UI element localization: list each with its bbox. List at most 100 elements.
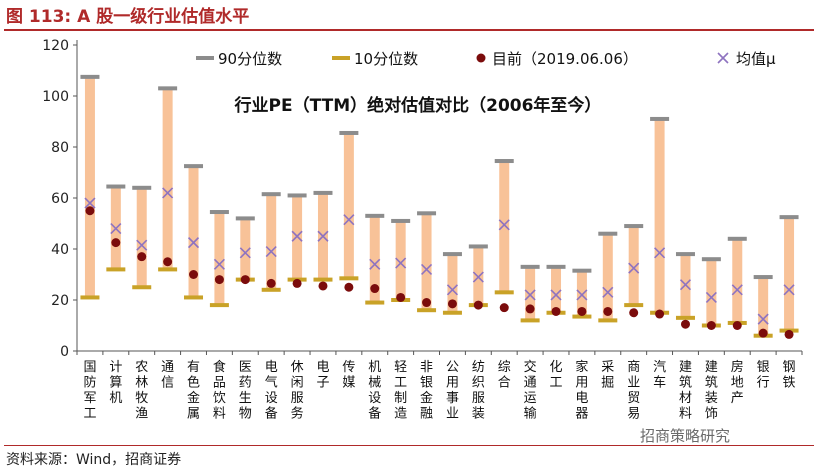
mean-marker [576,289,588,301]
current-marker [629,308,639,318]
p10-marker [261,287,281,292]
range-bar [240,218,251,280]
category-label: 休闲服务 [291,360,304,422]
p90-marker [391,218,411,223]
category-label: 化工 [550,360,563,391]
legend-current-swatch [476,53,486,63]
legend-mean-swatch [717,52,729,64]
mean-marker [187,237,200,249]
current-marker [370,284,380,294]
mean-marker [472,271,484,283]
range-bar [369,215,380,303]
title-divider [4,29,814,31]
current-marker [655,309,665,319]
range-bar [551,266,562,313]
legend-p90-label: 90分位数 [218,50,282,68]
current-marker [111,238,121,248]
p90-marker [650,116,670,121]
mean-marker [498,219,510,231]
p90-marker [494,159,514,164]
category-label: 农林牧渔 [135,360,148,422]
mean-marker [654,247,666,259]
data-markers [80,74,799,339]
mean-marker [446,284,459,296]
current-marker [680,319,690,329]
category-label: 电子 [316,360,329,391]
range-bar [447,254,458,313]
mean-marker [84,197,96,209]
p10-marker [158,267,178,272]
category-label: 轻工制造 [394,360,407,422]
mean-marker [162,187,174,199]
mean-marker [213,258,225,270]
p90-marker [727,236,747,241]
range-bar [136,187,147,288]
current-marker [499,303,509,313]
range-bar [343,132,354,279]
mean-marker [369,258,381,270]
category-label: 纺织服装 [472,360,485,422]
current-marker [422,298,432,308]
current-marker [577,306,587,316]
y-tick-label: 40 [51,242,69,258]
category-label: 汽车 [653,360,666,391]
category-label: 银行 [757,360,770,391]
category-label: 建筑装饰 [705,360,718,422]
mean-marker [705,291,717,304]
p90-marker [339,130,359,135]
category-label: 机械设备 [368,360,381,422]
y-tick-label: 100 [42,89,69,105]
category-label: 有色金属 [187,360,200,422]
range-bar [188,166,199,298]
range-bar [706,259,717,326]
range-bar [628,226,639,306]
range-bar [732,238,743,323]
current-marker [240,275,250,285]
legend-mean-label: 均值μ [736,50,776,68]
mean-marker [757,313,769,325]
current-marker [706,321,716,330]
p90-marker [287,193,307,198]
p90-marker [753,275,773,280]
p10-marker [132,285,152,290]
mean-marker [265,245,277,258]
p10-marker [624,303,644,308]
range-bar [576,270,587,317]
p90-marker [80,74,100,79]
p90-marker [158,86,178,91]
category-label: 钢铁 [783,360,796,391]
category-label: 家用电器 [575,359,588,422]
current-marker [551,306,561,316]
watermark-text: 招商策略研究 [640,427,731,445]
category-label: 计算机 [109,360,122,406]
category-label: 非银金融 [420,360,433,422]
category-label: 商业贸易 [627,360,640,422]
current-marker [137,252,147,262]
category-label: 采掘 [601,360,614,391]
p90-marker [132,185,152,190]
category-label: 传媒 [342,360,355,391]
legend-p10-swatch [332,56,350,60]
current-marker [189,270,199,279]
y-tick-label: 80 [51,140,69,156]
current-marker [473,300,483,310]
p90-marker [442,252,462,257]
p90-marker [184,164,204,169]
current-marker [344,282,354,292]
mean-marker [783,284,795,296]
p90-marker [701,257,721,262]
current-marker [758,328,768,338]
current-marker [214,275,224,285]
current-marker [525,304,535,314]
p10-marker [184,295,204,300]
category-label: 综合 [498,360,511,391]
category-label: 通信 [161,360,174,391]
mean-marker [550,289,562,301]
current-marker [318,281,328,291]
y-tick-label: 0 [60,344,69,360]
range-bar [162,88,173,270]
p10-marker [675,315,695,320]
range-bar [602,233,613,321]
source-note: 资料来源：Wind，招商证券 [6,452,182,468]
